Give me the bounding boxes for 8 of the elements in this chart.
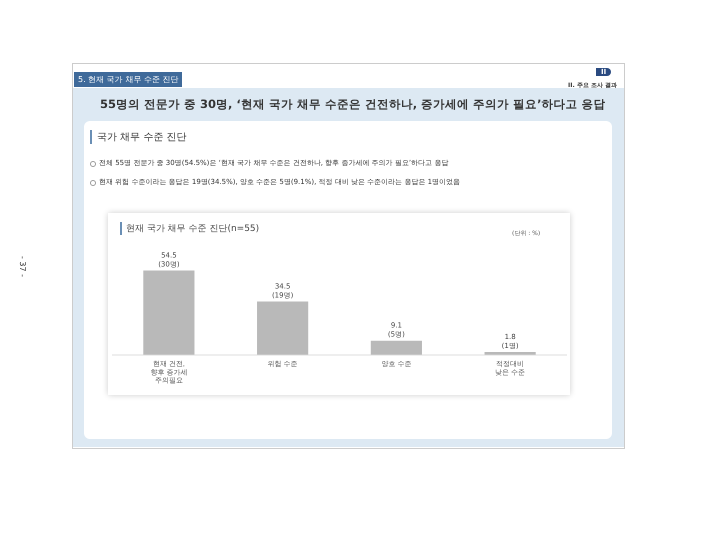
chart-title: 현재 국가 채무 수준 진단(n=55) — [120, 222, 260, 235]
text: 55명의 전문가 중 30명, ‘현재 국가 채무 수준은 건전하나, 증가세에 주의가 필요’하다고 응답 — [100, 97, 606, 112]
bar — [143, 270, 194, 355]
text: - 37 - — [18, 256, 28, 278]
text: 국가 채무 수준 진단 — [90, 130, 187, 144]
text: 5. 현재 국가 채무 수준 진단 — [74, 72, 182, 87]
bar — [257, 301, 308, 355]
bar — [370, 340, 422, 355]
